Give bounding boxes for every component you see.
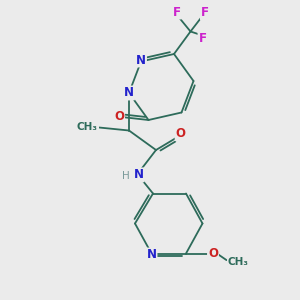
Text: F: F: [199, 32, 206, 45]
Text: CH₃: CH₃: [76, 122, 98, 132]
Text: O: O: [176, 127, 186, 140]
Text: F: F: [173, 5, 181, 19]
Text: N: N: [134, 168, 144, 182]
Text: O: O: [114, 110, 124, 124]
Text: N: N: [136, 53, 146, 67]
Text: N: N: [146, 248, 157, 262]
Text: CH₃: CH₃: [228, 257, 249, 267]
Text: H: H: [122, 171, 130, 181]
Text: F: F: [201, 6, 209, 20]
Text: N: N: [124, 86, 134, 100]
Text: O: O: [208, 247, 218, 260]
